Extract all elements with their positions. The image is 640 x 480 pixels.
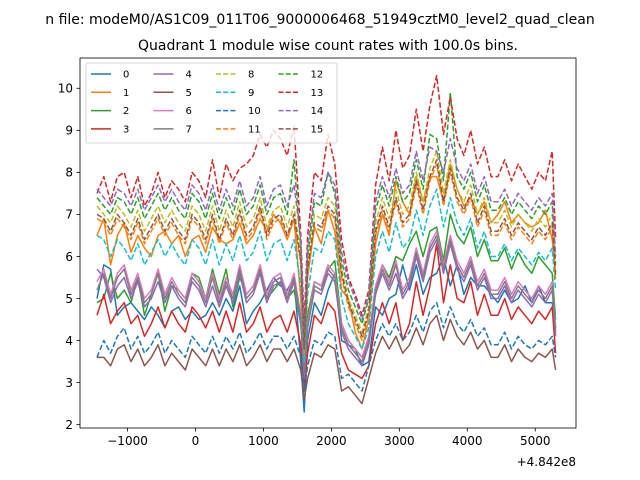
y-tick-label: 8 <box>65 166 73 180</box>
series-line-15 <box>96 159 557 350</box>
y-tick-label: 6 <box>65 250 73 264</box>
legend-label-9: 9 <box>248 88 254 99</box>
x-tick-label: −1000 <box>107 434 148 448</box>
series-line-11 <box>96 163 557 354</box>
plot-frame <box>79 57 577 429</box>
series-line-8 <box>96 150 557 350</box>
x-tick-label: 1000 <box>248 434 279 448</box>
legend-label-11: 11 <box>248 124 261 135</box>
legend-label-7: 7 <box>186 124 192 135</box>
legend-label-12: 12 <box>311 70 324 81</box>
legend-label-1: 1 <box>123 88 129 99</box>
legend-label-3: 3 <box>123 124 129 135</box>
series-line-6 <box>96 230 557 375</box>
series-line-13 <box>96 74 557 325</box>
legend-box <box>85 62 338 144</box>
series-line-7 <box>96 234 557 375</box>
series-layer <box>96 74 557 413</box>
y-tick-label: 3 <box>65 376 73 390</box>
series-line-10 <box>96 301 557 392</box>
y-tick-label: 5 <box>65 292 73 306</box>
legend-label-15: 15 <box>311 124 324 135</box>
series-line-4 <box>96 238 557 380</box>
legend-label-5: 5 <box>186 88 192 99</box>
x-tick-label: 5000 <box>520 434 551 448</box>
series-line-5 <box>97 314 557 405</box>
chart-suptitle: n file: modeM0/AS1C09_011T06_9000006468_… <box>45 12 594 28</box>
series-line-1 <box>96 163 557 371</box>
y-tick-label: 4 <box>65 334 73 348</box>
series-line-0 <box>96 255 557 413</box>
legend-label-8: 8 <box>248 70 254 81</box>
chart-title: Quadrant 1 module wise count rates with … <box>138 38 518 54</box>
legend-label-10: 10 <box>248 106 261 117</box>
series-line-9 <box>96 188 557 363</box>
x-tick-label: 0 <box>192 434 200 448</box>
legend-label-2: 2 <box>123 106 129 117</box>
series-line-3 <box>96 243 557 388</box>
legend-label-13: 13 <box>311 88 324 99</box>
legend-label-14: 14 <box>311 106 324 117</box>
y-tick-label: 2 <box>65 418 73 432</box>
legend-label-6: 6 <box>186 106 192 117</box>
legend-label-0: 0 <box>123 70 129 81</box>
x-tick-label: 4000 <box>452 434 483 448</box>
y-tick-label: 10 <box>58 82 73 96</box>
y-tick-label: 9 <box>65 124 73 138</box>
series-line-14 <box>96 137 557 342</box>
x-tick-label: 3000 <box>384 434 415 448</box>
axes-layer: −1000 0 1000 2000 3000 4000 5000 2 3 4 5 6 7 8 9 10 <box>58 82 551 448</box>
series-line-12 <box>96 91 557 346</box>
x-tick-label: 2000 <box>316 434 347 448</box>
x-offset-label: +4.842e8 <box>517 455 576 469</box>
legend-label-4: 4 <box>186 70 192 81</box>
y-tick-label: 7 <box>65 208 73 222</box>
